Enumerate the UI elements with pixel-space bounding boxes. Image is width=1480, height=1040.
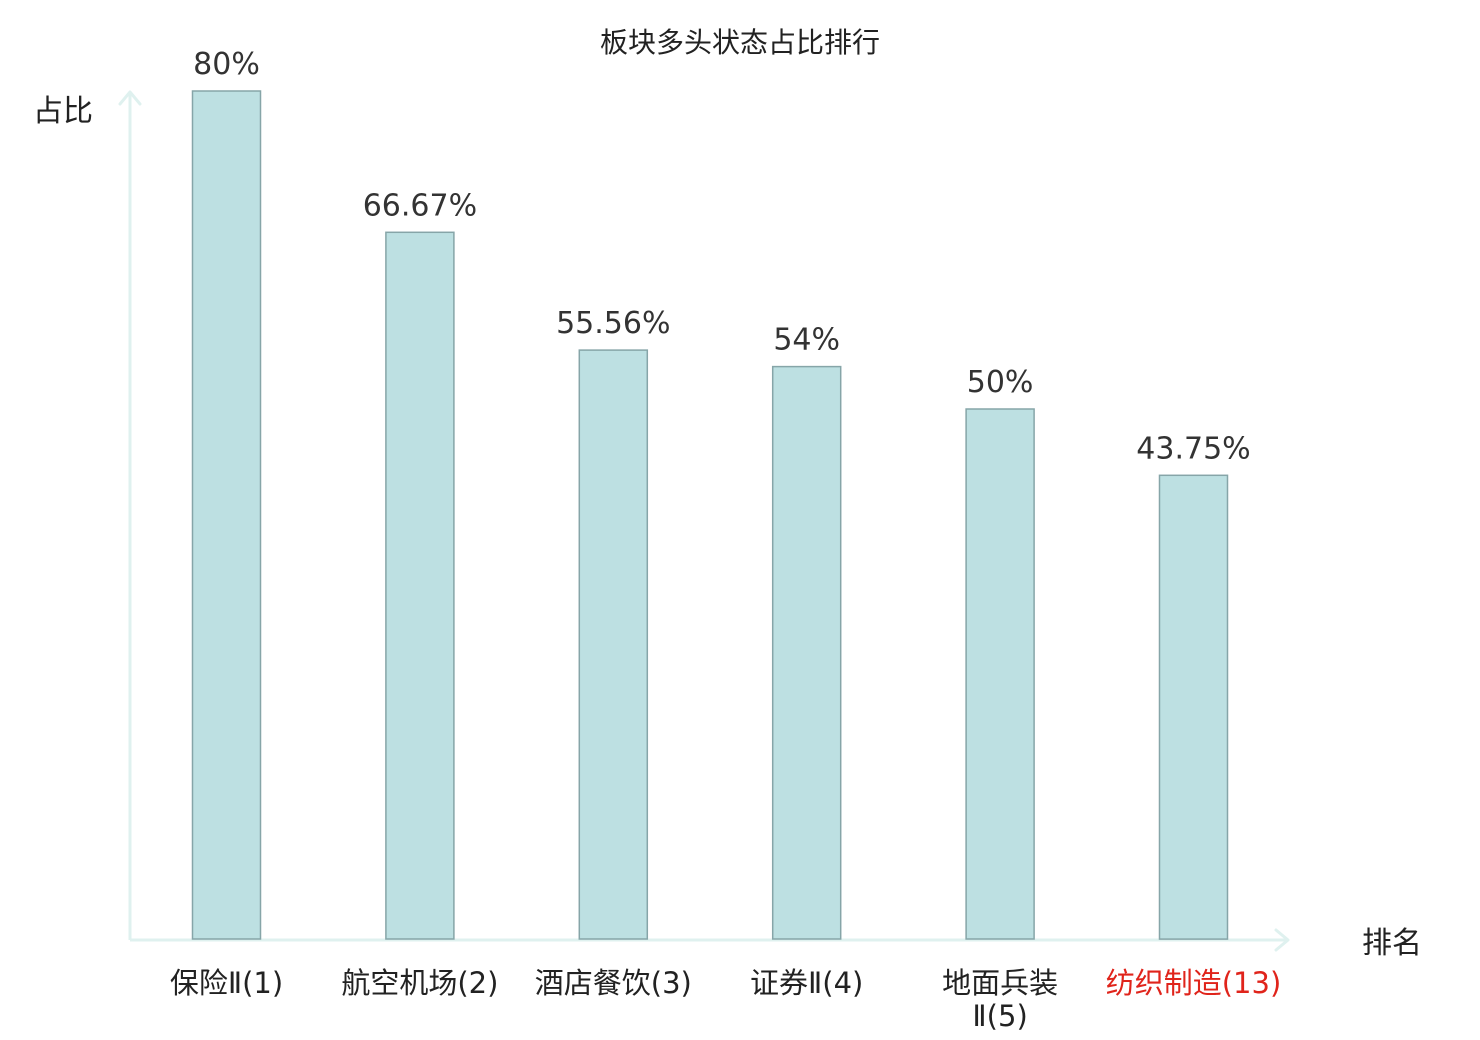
value-label-6: 43.75% xyxy=(1136,431,1250,466)
category-label-4: 证券Ⅱ(4) xyxy=(750,966,863,1000)
value-label-1: 80% xyxy=(193,47,260,82)
value-label-3: 55.56% xyxy=(556,306,670,341)
category-label-line: 酒店餐饮(3) xyxy=(535,966,692,1000)
bars-layer xyxy=(191,90,1229,940)
bar-2 xyxy=(385,231,455,940)
bar-4 xyxy=(771,365,842,940)
category-label-line: Ⅱ(5) xyxy=(972,999,1027,1033)
category-label-line: 证券Ⅱ(4) xyxy=(750,966,863,1000)
category-label-1: 保险Ⅱ(1) xyxy=(170,966,283,1000)
bar-5 xyxy=(965,408,1035,940)
value-label-5: 50% xyxy=(967,365,1034,400)
y-axis-label: 占比 xyxy=(33,94,93,129)
category-label-2: 航空机场(2) xyxy=(341,966,498,1000)
y-axis-arrow xyxy=(118,90,142,106)
x-axis-arrow xyxy=(1274,928,1290,952)
bar-1 xyxy=(191,90,262,940)
value-labels-layer: 80% 66.67% 55.56% 54% 50% 43.75% xyxy=(193,47,1251,466)
bar-3 xyxy=(578,349,649,940)
chart-title: 板块多头状态占比排行 xyxy=(600,26,880,59)
category-label-line: 航空机场(2) xyxy=(341,966,498,1000)
category-label-line: 纺织制造(13) xyxy=(1106,966,1282,1000)
y-axis xyxy=(118,90,142,940)
category-labels-layer: 保险Ⅱ(1) 航空机场(2) 酒店餐饮(3) 证券Ⅱ(4) 地面兵装 Ⅱ(5) 纺织制造(1… xyxy=(170,966,1281,1033)
value-label-2: 66.67% xyxy=(363,188,477,223)
x-axis xyxy=(130,928,1290,952)
value-label-4: 54% xyxy=(773,323,840,358)
bar-6 xyxy=(1158,474,1229,940)
category-label-3: 酒店餐饮(3) xyxy=(535,966,692,1000)
category-label-6: 纺织制造(13) xyxy=(1106,966,1282,1000)
category-label-line: 保险Ⅱ(1) xyxy=(170,966,283,1000)
category-label-5: 地面兵装 Ⅱ(5) xyxy=(942,966,1058,1033)
x-axis-label: 排名 xyxy=(1362,926,1422,961)
category-label-line: 地面兵装 xyxy=(942,966,1058,1000)
